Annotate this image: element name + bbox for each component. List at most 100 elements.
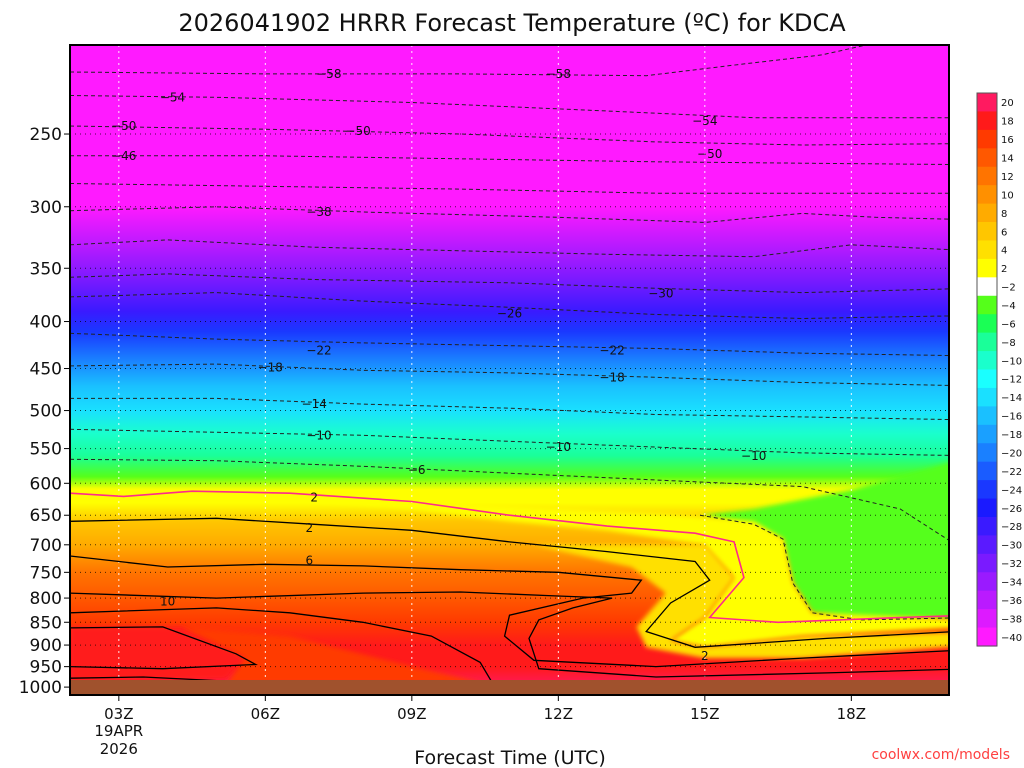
colorbar-swatch xyxy=(977,295,997,315)
freezing-layer-white xyxy=(70,488,949,648)
contour-label: −14 xyxy=(302,397,327,411)
colorbar-swatch xyxy=(977,222,997,242)
colorbar-swatch xyxy=(977,369,997,389)
colorbar-swatch xyxy=(977,424,997,444)
x-axis: 03Z 06Z 09Z 12Z 15Z 18Z xyxy=(104,695,866,723)
y-tick-label: 750 xyxy=(30,563,62,583)
contour-label: −6 xyxy=(408,463,426,477)
colorbar-label: 12 xyxy=(1001,172,1014,183)
y-tick-label: 350 xyxy=(30,259,62,279)
x-tick-label: 06Z xyxy=(251,705,280,723)
colorbar-swatch xyxy=(977,351,997,371)
y-tick-label: 650 xyxy=(30,506,62,526)
colorbar-swatch xyxy=(977,166,997,186)
colorbar-label: −26 xyxy=(1001,504,1022,515)
colorbar-swatch xyxy=(977,258,997,278)
y-tick-label: 800 xyxy=(30,589,62,609)
colorbar-label: −14 xyxy=(1001,393,1022,404)
colorbar-label: 16 xyxy=(1001,135,1014,146)
colorbar-swatch xyxy=(977,111,997,131)
colorbar-frame xyxy=(976,92,998,647)
contour-label: −18 xyxy=(258,361,283,375)
colorbar-label: −2 xyxy=(1001,283,1016,294)
x-tick-label: 12Z xyxy=(544,705,573,723)
y-tick-label: 250 xyxy=(30,125,62,145)
colorbar-label: −20 xyxy=(1001,448,1022,459)
isotherm-solid xyxy=(70,517,949,648)
colorbar-label: 6 xyxy=(1001,227,1007,238)
y-tick-label: 550 xyxy=(30,440,62,460)
colorbar-swatch xyxy=(977,516,997,536)
colorbar-label: −22 xyxy=(1001,467,1022,478)
contour-labels: −58 −58 −54 −54 −50 −50 −50 −46 −38 −30 −26 −22 −22 −… xyxy=(111,67,766,663)
colorbar-swatch xyxy=(977,590,997,610)
plot-frame xyxy=(69,44,950,696)
x-axis-label: Forecast Time (UTC) xyxy=(414,747,605,768)
isotherm-solid xyxy=(70,555,949,668)
x-tick-label: 03Z xyxy=(104,705,133,723)
colorbar-label: −18 xyxy=(1001,430,1022,441)
contour-label: 10 xyxy=(160,595,175,609)
isotherm-dashed xyxy=(699,514,949,621)
colorbar-swatch xyxy=(977,203,997,223)
colorbar-swatch xyxy=(977,609,997,629)
warm-pocket-yellow xyxy=(533,544,949,659)
colorbar-label: −32 xyxy=(1001,559,1022,570)
colorbar-label: 20 xyxy=(1001,98,1014,109)
contour-label: 2 xyxy=(310,491,318,505)
colorbar-label: −40 xyxy=(1001,633,1022,644)
y-tick-label: 900 xyxy=(30,636,62,656)
colorbar-label: −38 xyxy=(1001,614,1022,625)
contour-label: −38 xyxy=(306,205,331,219)
contour-label: −22 xyxy=(306,343,331,357)
colorbar-swatch xyxy=(977,443,997,463)
colorbar-swatch xyxy=(977,332,997,352)
contour-label: −10 xyxy=(741,449,766,463)
isotherm-solid xyxy=(70,591,949,678)
colorbar-label: −30 xyxy=(1001,541,1022,552)
colorbar-label: 14 xyxy=(1001,154,1014,165)
colorbar-swatch xyxy=(977,627,997,647)
contour-label: −26 xyxy=(497,307,522,321)
contour-label: −46 xyxy=(111,149,136,163)
ground-surface xyxy=(70,680,949,695)
colorbar-label: 8 xyxy=(1001,209,1007,220)
colorbar-label: −4 xyxy=(1001,301,1016,312)
y-tick-label: 400 xyxy=(30,313,62,333)
colorbar-label: 10 xyxy=(1001,190,1014,201)
colorbar-swatch xyxy=(977,240,997,260)
cold-pocket-green xyxy=(700,462,949,620)
contour-label: −54 xyxy=(160,90,185,104)
colorbar-swatch xyxy=(977,129,997,149)
isotherm-dashed xyxy=(70,239,949,258)
colorbar-swatch xyxy=(977,572,997,592)
y-tick-label: 850 xyxy=(30,613,62,633)
x-tick-label: 09Z xyxy=(397,705,426,723)
colorbar-label: −34 xyxy=(1001,578,1022,589)
contour-label: 6 xyxy=(305,553,313,567)
grid-lines xyxy=(70,45,949,695)
colorbar-label: 18 xyxy=(1001,117,1014,128)
colorbar-label: −24 xyxy=(1001,485,1022,496)
plot-area: −58 −58 −54 −54 −50 −50 −50 −46 −38 −30 −26 −22 −22 −… xyxy=(70,45,949,695)
colorbar-label: −12 xyxy=(1001,375,1022,386)
contour-label: −50 xyxy=(345,124,370,138)
isotherm-dashed xyxy=(70,458,949,541)
y-tick-label: 450 xyxy=(30,360,62,380)
isotherm-contours xyxy=(70,45,949,688)
colorbar-swatch xyxy=(977,498,997,518)
colorbar-label: −16 xyxy=(1001,412,1022,423)
y-tick-label: 950 xyxy=(30,658,62,678)
colorbar-label: −36 xyxy=(1001,596,1022,607)
contour-label: −18 xyxy=(599,370,624,384)
colorbar-label: 2 xyxy=(1001,264,1007,275)
contour-label: −58 xyxy=(316,67,341,81)
colorbar-label: −28 xyxy=(1001,522,1022,533)
colorbar-swatch xyxy=(977,461,997,481)
colorbar-swatch xyxy=(977,480,997,500)
isotherm-dashed xyxy=(70,125,949,146)
colorbar-swatch xyxy=(977,314,997,334)
contour-label: −50 xyxy=(111,119,136,133)
y-axis: 250 300 350 400 450 500 550 600 650 700 750 800 850 9… xyxy=(19,125,70,698)
